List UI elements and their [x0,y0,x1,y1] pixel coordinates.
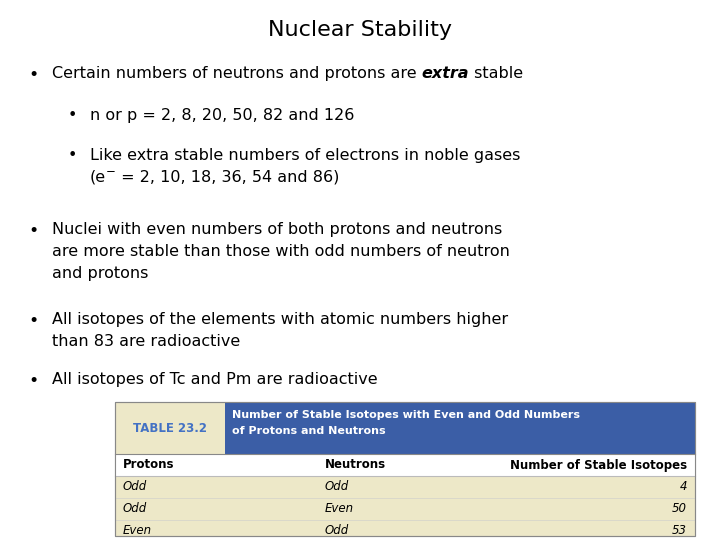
Text: Even: Even [325,503,354,516]
Text: •: • [68,108,77,123]
Text: Odd: Odd [123,503,148,516]
Bar [115,454,695,476]
Text: Like extra stable numbers of electrons in noble gases: Like extra stable numbers of electrons i… [90,148,521,163]
Text: 4: 4 [680,481,687,494]
Text: Neutrons: Neutrons [325,458,386,471]
Text: All isotopes of the elements with atomic numbers higher: All isotopes of the elements with atomic… [52,312,508,327]
Text: stable: stable [469,66,523,81]
Text: 53: 53 [672,524,687,537]
Text: Odd: Odd [325,524,349,537]
Text: of Protons and Neutrons: of Protons and Neutrons [232,426,386,436]
Text: Number of Stable Isotopes with Even and Odd Numbers: Number of Stable Isotopes with Even and … [232,410,580,420]
Text: Odd: Odd [123,481,148,494]
Text: n or p = 2, 8, 20, 50, 82 and 126: n or p = 2, 8, 20, 50, 82 and 126 [90,108,354,123]
Bar [115,402,695,536]
Text: Even: Even [123,524,152,537]
Text: = 2, 10, 18, 36, 54 and 86): = 2, 10, 18, 36, 54 and 86) [116,170,339,185]
Text: (e: (e [90,170,106,185]
Text: •: • [28,66,38,84]
Text: 50: 50 [672,503,687,516]
Text: TABLE 23.2: TABLE 23.2 [133,422,207,435]
Text: All isotopes of Tc and Pm are radioactive: All isotopes of Tc and Pm are radioactiv… [52,372,377,387]
Text: •: • [28,312,38,330]
Text: Odd: Odd [325,481,349,494]
Text: −: − [106,165,116,178]
Text: than 83 are radioactive: than 83 are radioactive [52,334,240,349]
Text: Protons: Protons [123,458,174,471]
Bar [225,402,695,454]
Text: Certain numbers of neutrons and protons are: Certain numbers of neutrons and protons … [52,66,422,81]
Text: Nuclear Stability: Nuclear Stability [268,20,452,40]
Text: •: • [28,372,38,390]
Text: and protons: and protons [52,266,148,281]
Text: Nuclei with even numbers of both protons and neutrons: Nuclei with even numbers of both protons… [52,222,503,237]
Text: Number of Stable Isotopes: Number of Stable Isotopes [510,458,687,471]
Bar [115,402,695,536]
Text: extra: extra [422,66,469,81]
Text: are more stable than those with odd numbers of neutron: are more stable than those with odd numb… [52,244,510,259]
Text: •: • [28,222,38,240]
Text: •: • [68,148,77,163]
